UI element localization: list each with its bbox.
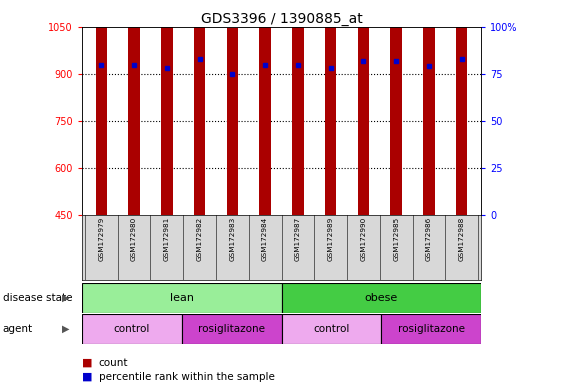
Text: ▶: ▶	[62, 293, 70, 303]
Bar	[128, 0, 140, 215]
Bar	[181, 314, 282, 344]
Text: count: count	[99, 358, 128, 368]
Text: GSM172989: GSM172989	[328, 217, 334, 261]
Text: disease state: disease state	[3, 293, 72, 303]
Bar	[292, 0, 303, 215]
Bar	[82, 283, 282, 313]
Text: obese: obese	[365, 293, 398, 303]
Bar	[423, 0, 435, 215]
Text: control: control	[113, 324, 150, 334]
Text: ▶: ▶	[62, 324, 70, 334]
Text: rosiglitazone: rosiglitazone	[198, 324, 265, 334]
Text: ■: ■	[82, 372, 92, 382]
Bar	[194, 0, 205, 215]
Text: lean: lean	[169, 293, 194, 303]
Text: percentile rank within the sample: percentile rank within the sample	[99, 372, 274, 382]
Text: GSM172988: GSM172988	[459, 217, 464, 261]
Bar	[96, 0, 107, 215]
Text: GSM172987: GSM172987	[295, 217, 301, 261]
Text: control: control	[313, 324, 350, 334]
Bar	[325, 0, 336, 215]
Bar	[161, 0, 172, 215]
Bar	[358, 0, 369, 215]
Text: GSM172981: GSM172981	[164, 217, 170, 261]
Text: GSM172986: GSM172986	[426, 217, 432, 261]
Bar	[282, 283, 481, 313]
Bar	[82, 314, 181, 344]
Bar	[260, 0, 271, 215]
Bar	[282, 314, 382, 344]
Text: GDS3396 / 1390885_at: GDS3396 / 1390885_at	[200, 12, 363, 25]
Text: GSM172983: GSM172983	[229, 217, 235, 261]
Text: agent: agent	[3, 324, 33, 334]
Text: ■: ■	[82, 358, 92, 368]
Text: rosiglitazone: rosiglitazone	[398, 324, 465, 334]
Text: GSM172980: GSM172980	[131, 217, 137, 261]
Text: GSM172979: GSM172979	[99, 217, 104, 261]
Text: GSM172982: GSM172982	[196, 217, 203, 261]
Text: GSM172984: GSM172984	[262, 217, 268, 261]
Bar	[382, 314, 481, 344]
Text: GSM172990: GSM172990	[360, 217, 367, 261]
Bar	[456, 0, 467, 215]
Bar	[391, 0, 402, 215]
Bar	[227, 28, 238, 215]
Text: GSM172985: GSM172985	[393, 217, 399, 261]
